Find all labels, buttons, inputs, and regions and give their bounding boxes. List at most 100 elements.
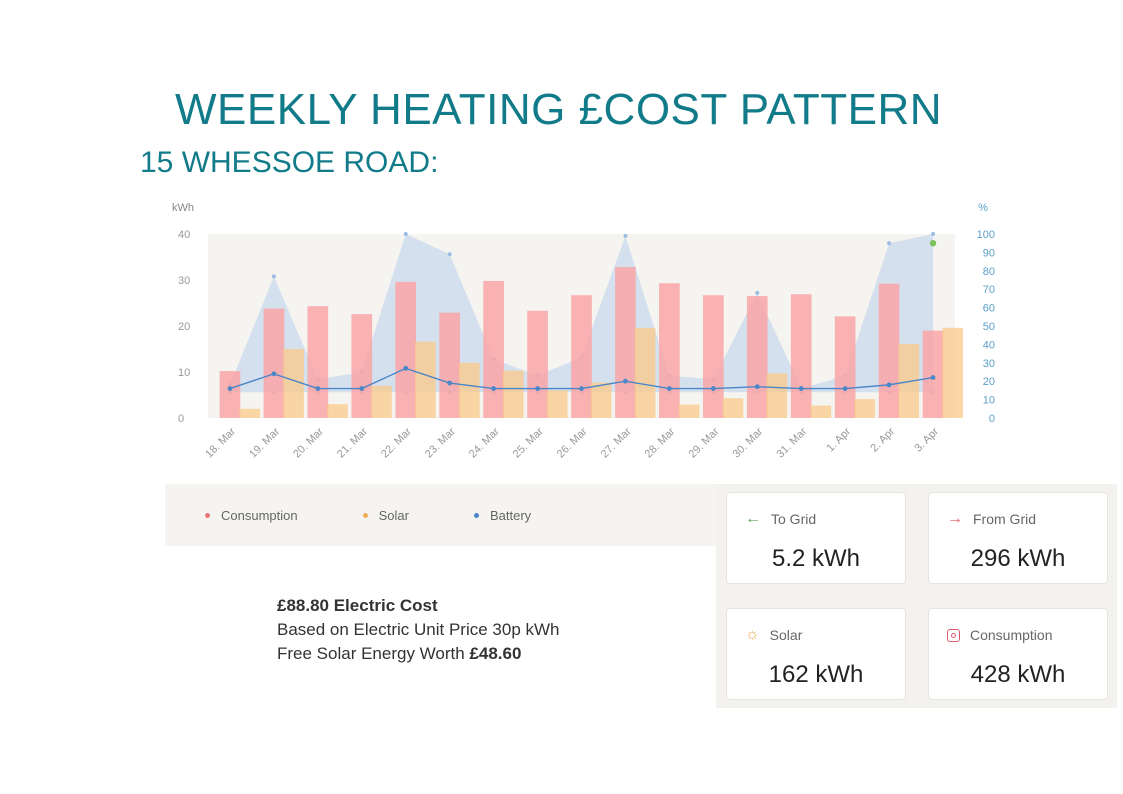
bar-solar: [415, 341, 436, 418]
card-solar-value: 162 kWh: [768, 661, 864, 688]
battery-point: [842, 386, 848, 391]
battery-marker: [929, 240, 937, 247]
legend-dot-consumption: [205, 512, 210, 518]
bar-solar: [810, 405, 832, 418]
battery-point: [579, 386, 584, 391]
bar-consumption: [659, 283, 680, 418]
bar-consumption: [702, 295, 724, 418]
chart-legend: Consumption Solar Battery: [165, 484, 720, 546]
card-from-grid-label: From Grid: [973, 511, 1036, 527]
x-tick-label: 26. Mar: [555, 425, 590, 460]
battery-point: [886, 382, 892, 388]
bar-solar: [678, 404, 700, 418]
card-solar[interactable]: ☼ Solar 162 kWh: [726, 608, 906, 700]
legend-item-solar[interactable]: Solar: [362, 507, 409, 523]
y-axis-label: kWh: [172, 202, 194, 214]
bar-consumption: [351, 314, 373, 418]
battery-high-point: [755, 290, 760, 295]
battery-point: [623, 378, 628, 384]
battery-point: [754, 384, 760, 390]
battery-point: [315, 386, 321, 391]
arrow-right-icon: →: [947, 510, 963, 527]
solar-worth-value: £48.60: [469, 644, 522, 663]
unit-price-note: Based on Electric Unit Price 30p kWh: [277, 620, 560, 639]
bar-solar: [239, 408, 260, 418]
bar-solar: [283, 349, 304, 418]
x-tick-label: 25. Mar: [511, 425, 546, 460]
battery-high-point: [887, 241, 892, 246]
cost-summary: £88.80 Electric Cost Based on Electric U…: [277, 594, 560, 666]
bar-solar: [634, 327, 656, 418]
battery-high-point: [271, 274, 276, 279]
card-to-grid-label: To Grid: [771, 511, 817, 527]
x-tick-label: 21. Mar: [335, 425, 370, 460]
bar-consumption: [571, 295, 592, 418]
bar-solar: [327, 404, 348, 418]
bar-consumption: [615, 267, 636, 418]
card-from-grid[interactable]: → From Grid 296 kWh: [928, 492, 1108, 584]
y2-tick-label: 90: [983, 247, 995, 259]
x-tick-label: 18. Mar: [203, 425, 238, 460]
battery-point: [710, 386, 716, 391]
x-tick-label: 19. Mar: [247, 425, 282, 460]
y-tick-label: 20: [178, 321, 190, 333]
card-to-grid-value: 5.2 kWh: [771, 545, 861, 572]
bar-consumption: [483, 280, 504, 418]
y2-tick-label: 10: [983, 395, 995, 407]
legend-item-battery[interactable]: Battery: [473, 507, 532, 523]
legend-dot-solar: [362, 512, 368, 518]
bar-solar: [590, 382, 612, 418]
bar-consumption: [263, 308, 285, 418]
bar-solar: [546, 390, 568, 418]
battery-point: [447, 380, 453, 386]
battery-point: [491, 386, 497, 391]
x-tick-label: 29. Mar: [687, 425, 722, 460]
bar-consumption: [307, 306, 329, 418]
page-subtitle: 15 WHESSOE ROAD:: [140, 146, 439, 179]
card-solar-label: Solar: [769, 627, 803, 643]
y-tick-label: 40: [178, 229, 190, 241]
bar-solar: [459, 362, 480, 418]
battery-high-point: [931, 232, 936, 236]
x-tick-label: 3. Apr: [912, 425, 941, 454]
bar-consumption: [527, 310, 548, 418]
bar-consumption: [219, 371, 241, 418]
legend-item-consumption[interactable]: Consumption: [205, 508, 298, 523]
bar-consumption: [395, 281, 417, 418]
y2-tick-label: 20: [983, 376, 995, 388]
arrow-left-icon: ←: [745, 510, 761, 527]
battery-point: [798, 386, 804, 391]
y-tick-label: 0: [178, 413, 184, 425]
bar-consumption: [790, 294, 812, 418]
battery-point: [271, 371, 277, 377]
card-consumption-value: 428 kWh: [970, 661, 1066, 688]
card-consumption[interactable]: Consumption 428 kWh: [928, 608, 1108, 700]
bar-solar: [942, 327, 964, 418]
card-consumption-label: Consumption: [970, 627, 1053, 643]
x-tick-label: 23. Mar: [423, 425, 458, 460]
bar-consumption: [878, 283, 900, 418]
battery-point: [227, 386, 233, 391]
energy-summary-cards: ← To Grid 5.2 kWh → From Grid 296 kWh ☼ …: [716, 484, 1117, 708]
legend-label-solar: Solar: [378, 507, 409, 523]
bar-solar: [371, 385, 392, 418]
legend-label-battery: Battery: [489, 507, 532, 523]
y2-tick-label: 60: [983, 303, 995, 315]
energy-chart: 0 10 20 30 40 kWh 0 10 20 30 40 50 60 70 80 90 100% 18. M…: [172, 202, 995, 460]
legend-dot-battery: [473, 512, 479, 518]
y-tick-label: 10: [178, 367, 190, 379]
y2-tick-label: 30: [983, 358, 995, 370]
card-from-grid-value: 296 kWh: [970, 545, 1066, 572]
bar-solar: [722, 398, 744, 418]
card-to-grid[interactable]: ← To Grid 5.2 kWh: [726, 492, 906, 584]
page-title: WEEKLY HEATING £COST PATTERN: [175, 85, 943, 134]
y-tick-label: 30: [178, 275, 190, 287]
battery-point: [666, 386, 672, 391]
y2-tick-label: 70: [983, 284, 995, 296]
x-tick-label: 24. Mar: [467, 425, 502, 460]
x-tick-label: 2. Apr: [868, 425, 897, 454]
outlet-icon: [947, 628, 960, 642]
solar-worth-prefix: Free Solar Energy Worth: [277, 644, 470, 663]
bar-consumption: [439, 312, 461, 418]
y2-tick-label: 100: [977, 229, 995, 241]
